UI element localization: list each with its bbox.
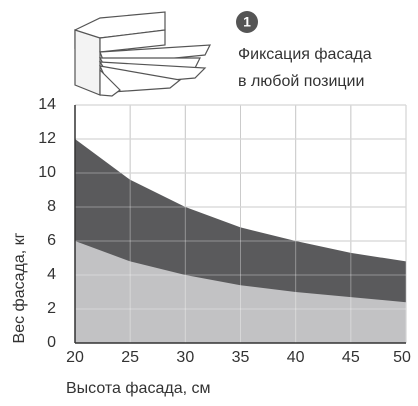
x-tick-label: 20 — [66, 349, 84, 366]
x-tick-label: 35 — [232, 349, 250, 366]
x-tick-label: 30 — [176, 349, 194, 366]
drawer-icon — [74, 11, 212, 97]
y-tick-label: 6 — [47, 232, 56, 249]
badge-number: 1 — [243, 14, 251, 30]
y-tick-label: 2 — [47, 300, 56, 317]
y-tick-label: 0 — [47, 334, 56, 351]
y-tick-label: 12 — [38, 130, 56, 147]
y-tick-label: 10 — [38, 164, 56, 181]
y-tick-label: 14 — [38, 96, 56, 113]
annotation-line: в любой позиции — [238, 73, 364, 90]
badge — [236, 11, 258, 33]
y-tick-label: 8 — [47, 198, 56, 215]
x-tick-label: 25 — [121, 349, 139, 366]
x-axis-label: Высота фасада, см — [66, 380, 210, 397]
area — [75, 241, 406, 343]
x-tick-label: 40 — [287, 349, 305, 366]
x-tick-label: 50 — [393, 349, 411, 366]
y-tick-label: 4 — [47, 266, 56, 283]
annotation-line: Фиксация фасада — [238, 46, 372, 63]
x-tick-label: 45 — [342, 349, 360, 366]
y-axis-label: Вес фасада, кг — [11, 232, 28, 343]
